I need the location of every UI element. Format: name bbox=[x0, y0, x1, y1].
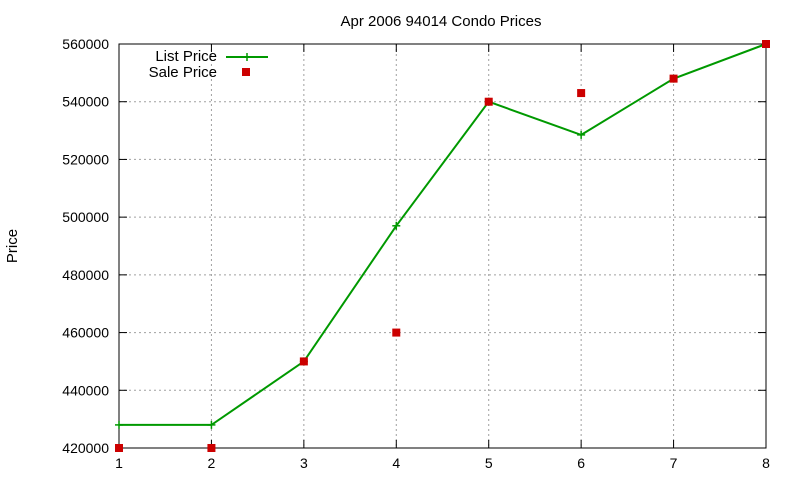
x-tick-label: 5 bbox=[485, 455, 493, 471]
list-price-point bbox=[207, 420, 216, 429]
x-tick-label: 2 bbox=[208, 455, 216, 471]
y-tick-label: 420000 bbox=[62, 440, 109, 456]
sale-price-point bbox=[207, 444, 216, 452]
list-price-point bbox=[392, 221, 401, 230]
legend-label-list-price: List Price bbox=[155, 48, 217, 65]
sale-price-point bbox=[484, 97, 493, 106]
y-tick-label: 460000 bbox=[62, 325, 109, 341]
x-tick-label: 7 bbox=[670, 455, 678, 471]
legend-label-sale-price: Sale Price bbox=[149, 64, 217, 81]
legend-swatch-sale-price bbox=[242, 68, 250, 76]
sale-price-point bbox=[762, 40, 770, 48]
x-tick-label: 8 bbox=[762, 455, 770, 471]
list-price-point bbox=[577, 130, 586, 139]
sale-price-point bbox=[392, 328, 401, 337]
y-tick-label: 440000 bbox=[62, 382, 109, 398]
x-tick-label: 6 bbox=[577, 455, 585, 471]
sale-price-point bbox=[299, 357, 308, 366]
list-price-point bbox=[115, 420, 123, 429]
y-tick-label: 520000 bbox=[62, 151, 109, 167]
sale-price-point bbox=[669, 74, 678, 83]
x-tick-label: 3 bbox=[300, 455, 308, 471]
data-series bbox=[115, 40, 770, 452]
plot-frame bbox=[118, 43, 767, 449]
y-tick-label: 500000 bbox=[62, 209, 109, 225]
axis-ticks: 420000 440000 460000 480000 500000 520000 5400… bbox=[62, 36, 770, 471]
x-tick-label: 1 bbox=[115, 455, 123, 471]
y-tick-label: 540000 bbox=[62, 94, 109, 110]
list-price-line bbox=[119, 43, 767, 426]
plot-border bbox=[118, 43, 767, 449]
grid-lines bbox=[119, 44, 766, 448]
y-tick-label: 480000 bbox=[62, 267, 109, 283]
sale-price-point bbox=[115, 444, 123, 452]
x-tick-label: 4 bbox=[392, 455, 400, 471]
y-tick-label: 560000 bbox=[62, 36, 109, 52]
y-axis-title: Price bbox=[4, 229, 21, 263]
chart-title: Apr 2006 94014 Condo Prices bbox=[341, 13, 542, 30]
sale-price-point bbox=[577, 89, 586, 98]
